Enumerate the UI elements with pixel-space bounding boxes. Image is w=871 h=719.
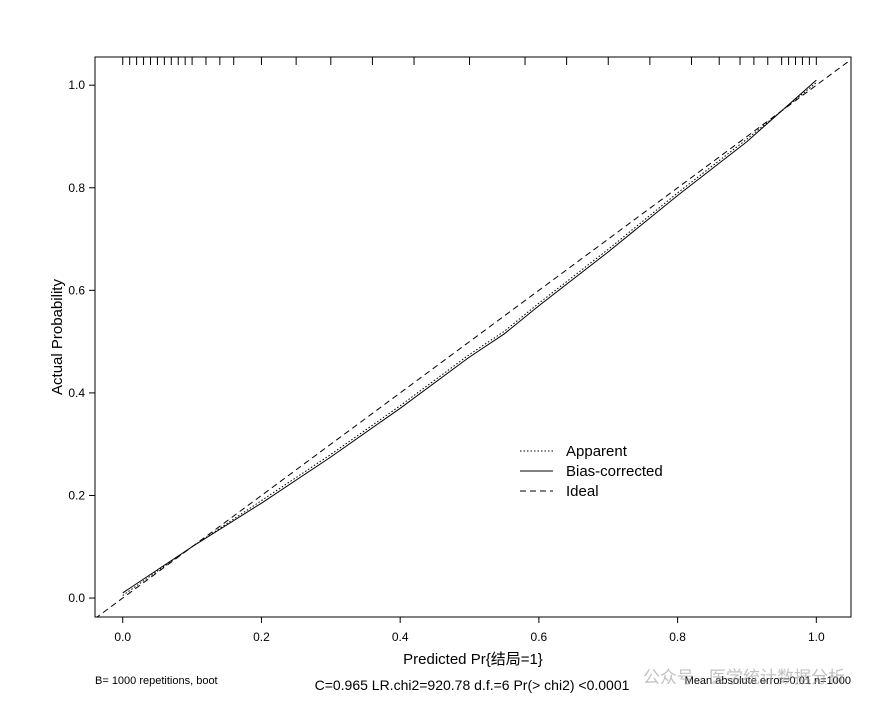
series-line: [122, 79, 817, 594]
watermark: 公众号 · 医学统计数据分析: [643, 668, 845, 687]
x-axis-label: Predicted Pr{结局=1}: [403, 651, 543, 668]
note-center: C=0.965 LR.chi2=920.78 d.f.=6 Pr(> chi2)…: [315, 677, 630, 693]
note-right: Mean absolute error=0.01 n=1000: [685, 675, 851, 687]
x-tick-label: 0.6: [531, 630, 548, 644]
y-axis-label: Actual Probability: [49, 279, 66, 395]
x-tick-label: 0.2: [253, 630, 270, 644]
y-tick-label: 0.6: [68, 283, 85, 297]
x-tick-label: 1.0: [808, 630, 825, 644]
y-tick-label: 1.0: [68, 78, 85, 92]
x-tick-label: 0.4: [392, 630, 409, 644]
y-tick-label: 0.2: [68, 488, 85, 502]
y-tick-label: 0.4: [68, 386, 85, 400]
plot-frame: [94, 56, 852, 618]
legend-label: Apparent: [566, 443, 628, 460]
legend-label: Ideal: [566, 483, 599, 500]
x-tick-label: 0.8: [669, 630, 686, 644]
note-left: B= 1000 repetitions, boot: [95, 675, 218, 687]
series-line: [122, 82, 817, 596]
x-tick-label: 0.0: [114, 630, 131, 644]
y-tick-label: 0.0: [68, 591, 85, 605]
legend-label: Bias-corrected: [566, 463, 663, 480]
y-tick-label: 0.8: [68, 181, 85, 195]
series-line: [96, 59, 851, 617]
